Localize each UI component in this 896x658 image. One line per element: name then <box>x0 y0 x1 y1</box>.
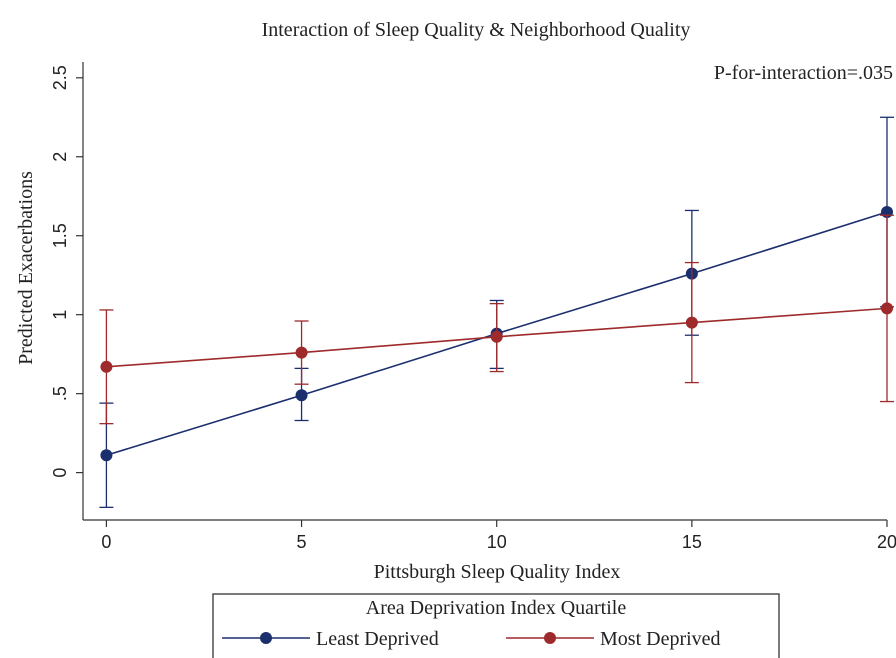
data-point <box>881 302 893 315</box>
legend: Area Deprivation Index Quartile Least De… <box>212 593 780 658</box>
legend-items: Least Deprived Most Deprived <box>222 628 721 650</box>
data-point <box>295 346 308 359</box>
data-point <box>100 360 113 373</box>
plot-area <box>99 116 894 509</box>
y-tick-label: 2 <box>50 152 70 162</box>
x-axis-label: Pittsburgh Sleep Quality Index <box>374 561 621 583</box>
x-tick-label: 5 <box>297 532 307 552</box>
y-tick-label: 2.5 <box>50 65 70 90</box>
y-tick-label: 1.5 <box>50 223 70 248</box>
x-tick-label: 0 <box>101 532 111 552</box>
legend-title: Area Deprivation Index Quartile <box>366 597 627 619</box>
chart-title: Interaction of Sleep Quality & Neighborh… <box>262 19 691 41</box>
data-point <box>685 316 698 329</box>
series-most-deprived <box>99 214 894 425</box>
data-point <box>100 449 113 462</box>
y-axis-label: Predicted Exacerbations <box>15 171 37 365</box>
axes: 0 .5 1 1.5 2 2.5 0 5 10 15 20 <box>50 62 896 552</box>
x-tick-label: 20 <box>877 532 896 552</box>
legend-box <box>212 593 780 658</box>
y-tick-label: 0 <box>50 468 70 478</box>
legend-label: Most Deprived <box>600 628 721 650</box>
p-interaction-annotation: P-for-interaction=.035 <box>714 62 893 84</box>
data-point <box>295 389 308 402</box>
legend-label: Least Deprived <box>316 628 439 650</box>
y-tick-label: 1 <box>50 310 70 320</box>
legend-marker <box>544 632 556 644</box>
x-tick-label: 15 <box>682 532 702 552</box>
legend-marker <box>260 632 272 644</box>
y-tick-label: .5 <box>50 386 70 401</box>
data-point <box>490 330 503 343</box>
x-tick-label: 10 <box>487 532 507 552</box>
